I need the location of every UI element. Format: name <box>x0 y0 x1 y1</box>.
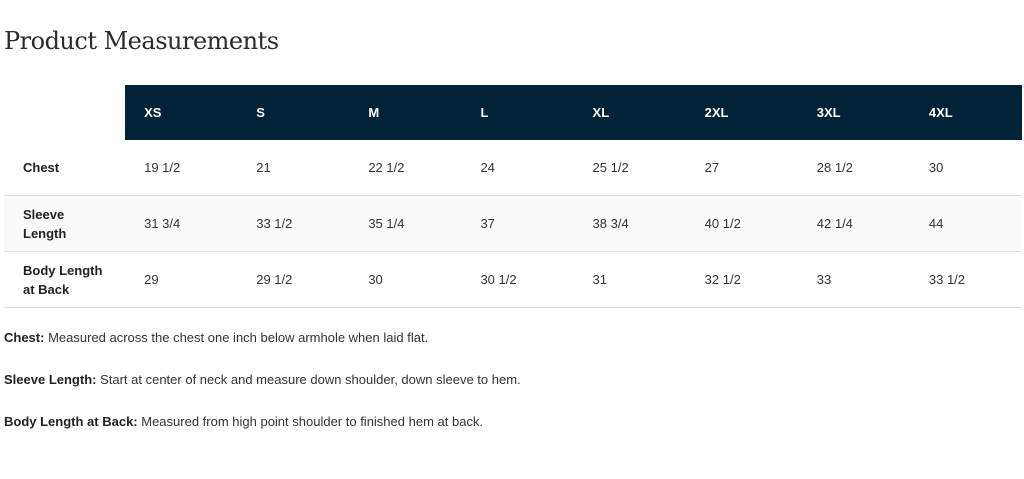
measurement-cell: 42 1/4 <box>797 195 910 252</box>
size-header: XL <box>573 85 686 140</box>
table-row: Body Length at Back 29 29 1/2 30 30 1/2 31 32 … <box>4 251 1022 308</box>
measurement-cell: 44 <box>909 195 1022 252</box>
size-header: XS <box>125 85 238 140</box>
measurement-cell: 24 <box>461 140 574 196</box>
size-header-row: XS S M L XL 2XL 3XL 4XL <box>4 85 1022 140</box>
measurement-cell: 19 1/2 <box>125 140 238 196</box>
note-sleeve-length: Sleeve Length: Start at center of neck a… <box>4 372 521 387</box>
measurement-cell: 22 1/2 <box>349 140 462 196</box>
measurement-cell: 28 1/2 <box>797 140 910 196</box>
note-text: Measured from high point shoulder to fin… <box>137 414 484 429</box>
size-header: S <box>237 85 350 140</box>
measurement-cell: 38 3/4 <box>573 195 686 252</box>
header-blank-cell <box>4 85 126 140</box>
row-label: Chest <box>4 140 126 196</box>
note-term: Chest: <box>4 330 45 345</box>
measurement-cell: 30 <box>349 251 462 308</box>
size-header: 4XL <box>909 85 1022 140</box>
measurement-cell: 31 3/4 <box>125 195 238 252</box>
measurement-cell: 30 <box>909 140 1022 196</box>
size-header: 3XL <box>797 85 910 140</box>
size-header: L <box>461 85 574 140</box>
measurements-table: XS S M L XL 2XL 3XL 4XL Chest 19 1/2 21 22 … <box>4 85 1022 308</box>
measurement-cell: 32 1/2 <box>685 251 798 308</box>
measurement-cell: 35 1/4 <box>349 195 462 252</box>
size-header: 2XL <box>685 85 798 140</box>
measurement-cell: 31 <box>573 251 686 308</box>
note-term: Body Length at Back: <box>4 414 138 429</box>
note-text: Measured across the chest one inch below… <box>44 330 429 345</box>
note-text: Start at center of neck and measure down… <box>96 372 521 387</box>
table-row: Chest 19 1/2 21 22 1/2 24 25 1/2 27 28 1/2 30 <box>4 140 1022 196</box>
measurement-cell: 30 1/2 <box>461 251 574 308</box>
row-label: Sleeve Length <box>4 195 126 252</box>
measurement-cell: 33 1/2 <box>237 195 350 252</box>
note-body-length: Body Length at Back: Measured from high … <box>4 414 483 429</box>
measurement-cell: 29 1/2 <box>237 251 350 308</box>
size-header: M <box>349 85 462 140</box>
row-label: Body Length at Back <box>4 251 126 308</box>
measurement-cell: 21 <box>237 140 350 196</box>
page-title: Product Measurements <box>4 27 279 55</box>
measurement-cell: 33 1/2 <box>909 251 1022 308</box>
table-row: Sleeve Length 31 3/4 33 1/2 35 1/4 37 38 3/4 4… <box>4 195 1022 252</box>
measurement-cell: 29 <box>125 251 238 308</box>
measurement-cell: 40 1/2 <box>685 195 798 252</box>
measurement-cell: 27 <box>685 140 798 196</box>
measurement-cell: 33 <box>797 251 910 308</box>
note-chest: Chest: Measured across the chest one inc… <box>4 330 428 345</box>
measurement-cell: 25 1/2 <box>573 140 686 196</box>
measurement-cell: 37 <box>461 195 574 252</box>
note-term: Sleeve Length: <box>4 372 97 387</box>
